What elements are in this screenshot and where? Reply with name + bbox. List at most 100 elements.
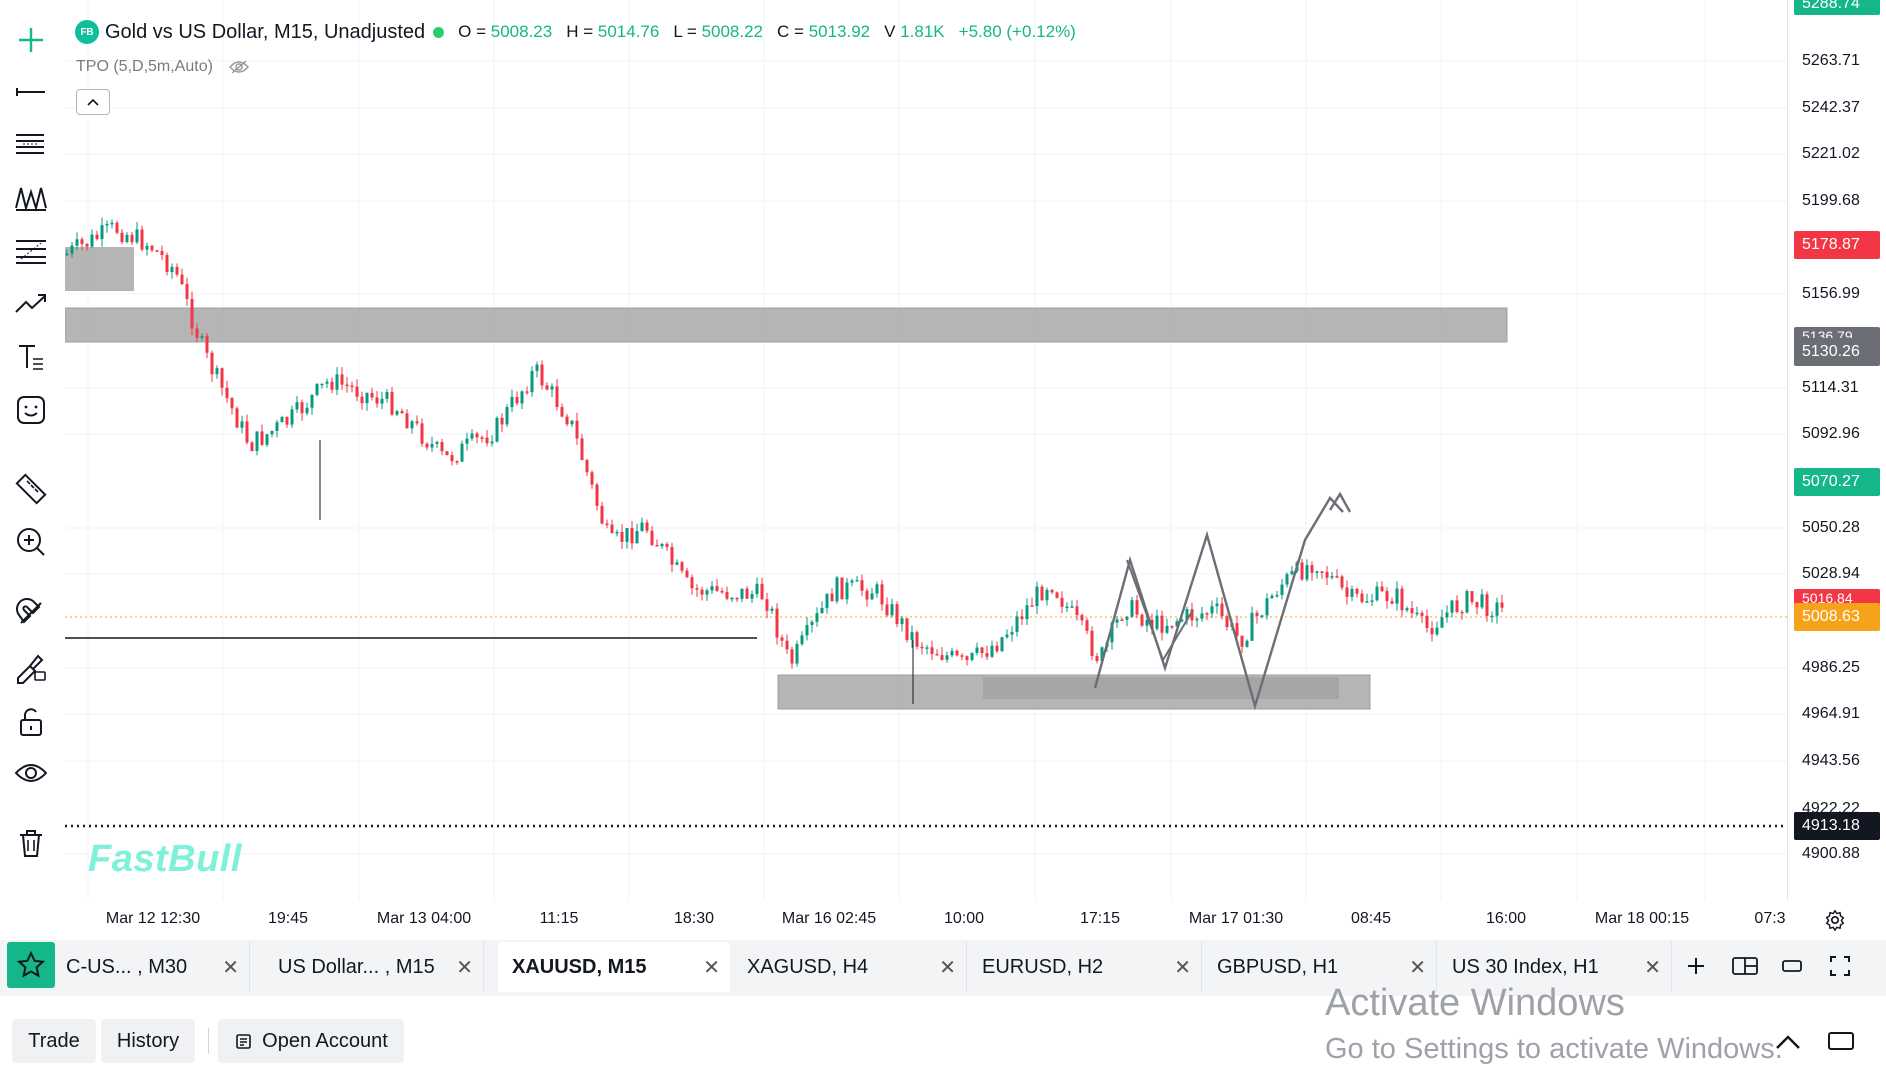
candle-body [1040,586,1044,601]
candle-body [1115,619,1119,623]
tab-close-icon[interactable]: ✕ [222,956,239,979]
price-tick-partial: 4922.22 [1802,800,1860,812]
candle-body [1455,600,1459,612]
chart-grid [65,0,1787,900]
price-chart[interactable] [65,0,1787,900]
horizontal-lines-icon[interactable] [8,124,54,166]
zoom-in-icon[interactable] [8,521,54,563]
trend-line-icon[interactable] [8,71,54,113]
indicator-row[interactable]: TPO (5,D,5m,Auto) [76,58,249,76]
symbol-title[interactable]: Gold vs US Dollar, M15, Unadjusted [105,20,426,43]
crosshair-icon[interactable] [8,19,54,61]
tab-close-icon[interactable]: ✕ [456,956,473,979]
candle-body [925,647,929,649]
fullscreen-icon[interactable] [1824,952,1856,980]
forecast-arrow-icon[interactable] [8,283,54,325]
candle-body [95,234,99,240]
price-axis[interactable]: 5288.74 5263.71 5242.37 5221.02 5199.68 … [1787,0,1886,900]
candle-body [855,580,859,582]
indicator-label[interactable]: TPO (5,D,5m,Auto) [76,58,213,75]
collapse-legend-button[interactable] [76,89,110,115]
candle-body [1225,616,1229,628]
add-tab-icon[interactable] [1680,952,1712,980]
layout-split-icon[interactable] [1729,952,1761,980]
expand-panel-icon[interactable] [1773,1028,1803,1054]
price-tick: 4943.56 [1802,752,1860,769]
candle-body [830,593,834,602]
candle-body [1475,601,1479,608]
magnet-icon[interactable] [8,592,54,634]
candle-body [1245,640,1249,647]
eye-icon[interactable] [8,752,54,794]
tab-close-icon[interactable]: ✕ [1409,956,1426,979]
candle-body [330,381,334,390]
tab-us30-h1[interactable]: US 30 Index, H1 ✕ [1438,942,1672,992]
fib-retracement-icon[interactable] [8,230,54,272]
candle-body [1325,571,1329,578]
candle-body [1335,576,1339,578]
window-restore-icon[interactable] [1776,952,1808,980]
candle-body [660,543,664,547]
tab-close-icon[interactable]: ✕ [939,956,956,979]
candle-body [1290,571,1294,575]
draw-lock-icon[interactable] [8,645,54,687]
candle-body [630,527,634,544]
tab-xagusd-h4[interactable]: XAGUSD, H4 ✕ [733,942,967,992]
tab-xauusd-m15[interactable]: XAUUSD, M15 ✕ [498,942,730,992]
candle-body [510,397,514,408]
candle-body [860,580,864,591]
candle-body [300,402,304,414]
zone-top-left [65,247,134,291]
emoji-sticker-icon[interactable] [8,389,54,431]
candle-body [320,383,324,386]
ruler-icon[interactable] [8,468,54,510]
tab-c-us-m30[interactable]: C-US... , M30 ✕ [62,942,250,992]
candle-body [740,588,744,599]
candle-body [200,336,204,338]
candle-body [1235,623,1239,636]
chart-settings-icon[interactable] [1820,905,1850,935]
time-axis[interactable]: Mar 12 12:30 19:45 Mar 13 04:00 11:15 18… [65,900,1787,940]
candle-body [245,421,249,443]
text-tool-icon[interactable] [8,336,54,378]
candle-body [1050,589,1054,593]
trade-button[interactable]: Trade [12,1019,96,1063]
candle-body [190,298,194,329]
chart-canvas[interactable] [65,0,1787,900]
tab-us-dollar-m15[interactable]: US Dollar... , M15 ✕ [264,942,484,992]
candle-body [315,383,319,395]
broker-badge: FB [75,20,99,44]
candle-body [1435,627,1439,635]
tab-close-icon[interactable]: ✕ [1644,956,1661,979]
open-account-button[interactable]: Open Account [218,1019,404,1063]
market-open-indicator [433,26,445,38]
candle-body [1385,591,1389,602]
watchlist-star-button[interactable] [7,942,55,988]
candle-body [400,411,404,414]
panel-window-icon[interactable] [1826,1028,1856,1054]
candle-body [550,386,554,390]
candle-body [270,430,274,435]
history-button[interactable]: History [101,1019,195,1063]
price-tick: 5050.28 [1802,519,1860,536]
pattern-tool-icon[interactable] [8,177,54,219]
candle-body [965,656,969,661]
candle-body [875,584,879,594]
unlock-icon[interactable] [8,700,54,742]
candle-body [1035,586,1039,607]
trash-icon[interactable] [8,822,54,864]
tab-eurusd-h2[interactable]: EURUSD, H2 ✕ [968,942,1202,992]
candle-body [460,443,464,462]
tab-close-icon[interactable]: ✕ [1174,956,1191,979]
candle-body [1485,594,1489,617]
candle-body [1030,605,1034,607]
price-label-top: 5288.74 [1794,0,1880,15]
candle-body [1130,600,1134,617]
tab-close-icon[interactable]: ✕ [703,956,720,979]
candle-body [920,646,924,649]
tab-gbpusd-h1[interactable]: GBPUSD, H1 ✕ [1203,942,1437,992]
hidden-eye-icon[interactable] [228,60,249,74]
candle-body [1210,606,1214,614]
candle-body [1400,588,1404,611]
candle-body [215,368,219,375]
